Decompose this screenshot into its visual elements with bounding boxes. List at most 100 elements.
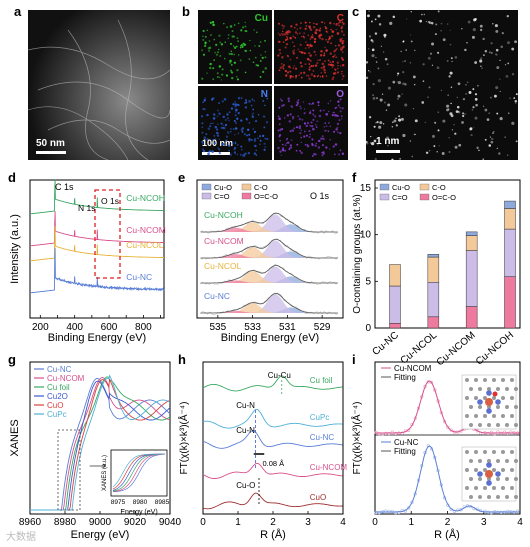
atom (514, 387, 518, 391)
annot-cucu: Cu-Cu (268, 371, 291, 380)
eds-dot (209, 125, 212, 128)
atom (487, 387, 491, 391)
haadf-dot (456, 96, 459, 99)
atom (487, 405, 491, 409)
eds-dot (201, 49, 203, 52)
eds-dot (229, 153, 233, 156)
eds-dot (241, 148, 243, 151)
data-point (515, 431, 520, 435)
haadf-dot (397, 72, 400, 75)
eds-dot (258, 135, 262, 138)
haadf-dot (504, 64, 507, 66)
eds-dot (314, 31, 318, 35)
haadf-dot (514, 100, 518, 103)
eds-dot (264, 56, 267, 59)
data-point (489, 430, 493, 434)
series-line (30, 179, 164, 215)
data-point (426, 380, 430, 384)
eds-dot (236, 68, 239, 72)
eds-dot (282, 67, 285, 70)
haadf-dot (435, 23, 438, 26)
data-point (496, 510, 500, 514)
haadf-dot (409, 34, 412, 36)
eds-map-label-o: O (336, 89, 344, 100)
peak-fill (200, 214, 340, 232)
eds-dot (277, 129, 280, 132)
eds-dot (328, 35, 331, 38)
atom (492, 450, 496, 454)
eds-dot (319, 53, 323, 57)
eds-dot (246, 119, 248, 121)
data-point (478, 431, 483, 435)
eds-dot (325, 146, 328, 149)
eds-dot (321, 137, 324, 140)
haadf-dot (424, 121, 426, 124)
eds-dot (232, 128, 235, 130)
eds-dot (252, 112, 255, 114)
eds-dot (340, 118, 343, 120)
atom (496, 423, 500, 427)
legend-label: CuO (47, 401, 63, 410)
eds-dot (314, 115, 317, 118)
eds-dot (325, 38, 328, 41)
haadf-dot (427, 56, 431, 60)
eds-dot (213, 135, 216, 137)
haadf-dot (475, 103, 478, 107)
eds-dot (207, 127, 211, 131)
haadf-dot (508, 112, 510, 114)
eds-dot (298, 127, 301, 130)
eds-dot (339, 110, 342, 113)
x-tick-label: 4 (340, 517, 346, 528)
eds-dot (300, 141, 303, 144)
eds-dot (212, 23, 214, 25)
haadf-dot (442, 38, 446, 42)
haadf-dot (406, 18, 408, 20)
x-tick-label: 3 (481, 517, 487, 528)
fit-line (375, 380, 520, 434)
category-label: Cu-NC (370, 330, 400, 358)
haadf-dot (488, 112, 491, 114)
scalebar-label-a: 50 nm (36, 138, 65, 149)
eds-dot (280, 104, 284, 108)
bar-segment (465, 306, 478, 329)
eds-dot (234, 127, 238, 130)
eds-dot (294, 36, 297, 39)
data-point (512, 431, 516, 435)
legend-swatch (241, 183, 252, 191)
eds-dot (309, 110, 312, 112)
legend-label: Cu-NC (394, 438, 419, 447)
eds-dot (333, 130, 336, 133)
eds-dot (259, 60, 262, 62)
eds-dot (228, 119, 230, 122)
peak-fill (200, 303, 340, 313)
eds-dot (203, 99, 206, 102)
eds-dot (224, 123, 228, 127)
eds-dot (220, 43, 224, 46)
eds-dot (266, 97, 269, 100)
eds-dot (282, 41, 285, 43)
data-point (459, 429, 463, 433)
legend-label: Cu foil (47, 383, 70, 392)
haadf-dot (446, 104, 450, 108)
x-tick-label: 4 (517, 517, 523, 528)
eds-dot (327, 59, 330, 62)
eds-dot (279, 128, 282, 131)
x-tick-label: 800 (135, 322, 152, 333)
haadf-dot (402, 133, 406, 138)
series-label: CuO (310, 493, 326, 502)
haadf-dot (507, 154, 509, 156)
eds-dot (226, 131, 229, 133)
atom-n (495, 399, 501, 405)
eds-dot (213, 38, 216, 41)
eds-dot (341, 72, 343, 75)
haadf-dot (369, 71, 371, 73)
haadf-dot (413, 83, 416, 86)
eds-dot (305, 25, 308, 27)
eds-dot (322, 66, 326, 69)
atom (465, 378, 469, 382)
atom (483, 378, 487, 382)
data-point (403, 429, 408, 433)
eds-dot (324, 46, 326, 49)
haadf-dot (375, 57, 377, 59)
eds-dot (241, 43, 244, 46)
